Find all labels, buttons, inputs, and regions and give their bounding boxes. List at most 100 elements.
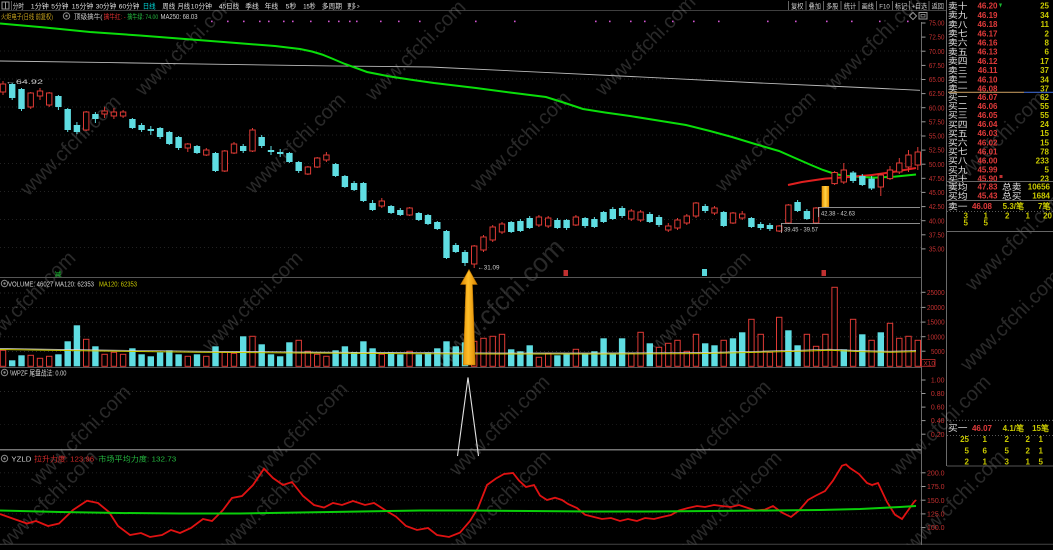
svg-text:3: 3 (964, 212, 969, 221)
svg-text:75.00: 75.00 (929, 19, 945, 28)
svg-text:46.12: 46.12 (977, 57, 998, 66)
svg-text:62.50: 62.50 (929, 89, 945, 98)
svg-text:150.0: 150.0 (927, 496, 945, 505)
svg-text:5: 5 (1039, 458, 1044, 467)
svg-text:拉升力度: 123.96: 拉升力度: 123.96 (34, 455, 94, 464)
svg-text:X10: X10 (924, 360, 936, 367)
svg-text:15分钟: 15分钟 (72, 1, 94, 10)
svg-text:46.08: 46.08 (977, 85, 998, 94)
svg-text:46.20: 46.20 (977, 2, 998, 11)
svg-text:100.0: 100.0 (927, 523, 945, 532)
svg-text:2: 2 (1026, 447, 1031, 456)
svg-text:火炬电子(日线 前复权): 火炬电子(日线 前复权) (1, 12, 53, 21)
svg-text:233: 233 (1036, 157, 1050, 166)
svg-text:统计: 统计 (844, 1, 856, 10)
svg-text:46.17: 46.17 (977, 29, 998, 38)
svg-text:卖十: 卖十 (948, 0, 968, 11)
svg-text:15笔: 15笔 (1032, 423, 1049, 433)
svg-text:8: 8 (1045, 39, 1050, 48)
svg-text:卖四: 卖四 (948, 56, 968, 66)
svg-text:40.00: 40.00 (929, 216, 945, 225)
svg-text:年线: 年线 (265, 1, 279, 10)
svg-text:买九: 买九 (948, 165, 968, 175)
svg-text:6: 6 (983, 447, 988, 456)
svg-text:2: 2 (1026, 435, 1031, 444)
svg-text:2: 2 (1005, 212, 1010, 221)
svg-text:67.50: 67.50 (929, 61, 945, 70)
svg-text:卖均: 卖均 (948, 181, 968, 192)
svg-text:0.40: 0.40 (931, 416, 945, 425)
svg-text:4.1/笔: 4.1/笔 (1003, 423, 1024, 433)
svg-text:15: 15 (1040, 138, 1049, 147)
svg-text:46.01: 46.01 (977, 147, 998, 156)
svg-text:24: 24 (1040, 120, 1049, 129)
svg-text:46.10: 46.10 (977, 75, 998, 84)
svg-text:46.05: 46.05 (977, 111, 998, 120)
svg-text:30分钟: 30分钟 (96, 1, 117, 10)
svg-text:37.50: 37.50 (929, 230, 945, 239)
svg-text:F10: F10 (879, 3, 890, 10)
svg-text:34: 34 (1040, 11, 1049, 20)
svg-text:减: 减 (55, 270, 62, 279)
svg-text:总买: 总买 (1002, 190, 1022, 201)
svg-text:15: 15 (1040, 129, 1049, 138)
svg-text:5分钟: 5分钟 (51, 1, 68, 10)
svg-text:卖一: 卖一 (948, 201, 968, 211)
svg-text:46.06: 46.06 (977, 102, 998, 111)
svg-text:57.50: 57.50 (929, 117, 945, 126)
svg-text:15秒: 15秒 (303, 1, 315, 10)
svg-text:1.00: 1.00 (931, 376, 945, 385)
svg-text:卖一: 卖一 (948, 84, 968, 94)
svg-text:25000: 25000 (927, 288, 945, 297)
svg-text:46.02: 46.02 (977, 138, 998, 147)
svg-text:买二: 买二 (948, 101, 968, 111)
svg-text:周线: 周线 (162, 1, 175, 10)
svg-text:卖九: 卖九 (948, 10, 968, 20)
svg-text:39.45 - 39.57: 39.45 - 39.57 (784, 227, 818, 234)
svg-text:画线: 画线 (862, 1, 874, 10)
svg-text:5: 5 (1005, 447, 1010, 456)
svg-text:买均: 买均 (948, 190, 968, 201)
svg-text:买一: 买一 (948, 92, 968, 102)
svg-text:总卖: 总卖 (1002, 181, 1022, 192)
svg-text:6: 6 (1045, 48, 1050, 57)
svg-text:1: 1 (984, 212, 989, 221)
svg-text:卖七: 卖七 (948, 29, 968, 39)
svg-text:YZLD: YZLD (11, 455, 31, 464)
svg-text:2: 2 (965, 458, 970, 467)
svg-text:1: 1 (1039, 435, 1044, 444)
svg-text:0.20: 0.20 (931, 430, 945, 439)
svg-text:60.00: 60.00 (929, 103, 945, 112)
svg-text:买四: 买四 (948, 119, 968, 129)
svg-text:5: 5 (964, 219, 969, 228)
svg-text:买五: 买五 (948, 128, 968, 138)
svg-text:\WPZF 尾盘战法: 0.00: \WPZF 尾盘战法: 0.00 (10, 369, 67, 378)
svg-text:45.00: 45.00 (929, 188, 945, 197)
svg-text:46.16: 46.16 (977, 39, 998, 48)
svg-text:买三: 买三 (948, 110, 968, 120)
svg-text:42.38 - 42.63: 42.38 - 42.63 (821, 211, 855, 218)
svg-text:月线: 月线 (178, 1, 191, 10)
svg-text:47.83: 47.83 (977, 183, 998, 192)
svg-text:更多 >: 更多 > (347, 1, 359, 10)
svg-text:70.00: 70.00 (929, 47, 945, 56)
svg-text:55.00: 55.00 (929, 132, 945, 141)
svg-text:60分钟: 60分钟 (119, 1, 140, 10)
svg-text:11: 11 (1041, 20, 1050, 29)
svg-text:20000: 20000 (927, 303, 945, 312)
svg-text:擒牛红: -: 擒牛红: - (104, 12, 126, 21)
svg-text:37: 37 (1040, 66, 1049, 75)
svg-text:1分钟: 1分钟 (31, 1, 49, 10)
svg-text:52.50: 52.50 (929, 146, 945, 155)
svg-text:46.03: 46.03 (977, 129, 998, 138)
svg-text:46.07: 46.07 (972, 424, 993, 433)
svg-text:47.50: 47.50 (929, 174, 945, 183)
svg-text:7笔: 7笔 (1038, 201, 1050, 211)
svg-text:175.0: 175.0 (927, 482, 945, 491)
svg-text:叠加: 叠加 (809, 1, 821, 10)
svg-text:72.50: 72.50 (929, 33, 945, 42)
svg-text:46.07: 46.07 (977, 93, 998, 102)
svg-text:1: 1 (1039, 447, 1044, 456)
svg-text:20: 20 (1043, 212, 1052, 221)
svg-text:37: 37 (1040, 85, 1049, 94)
